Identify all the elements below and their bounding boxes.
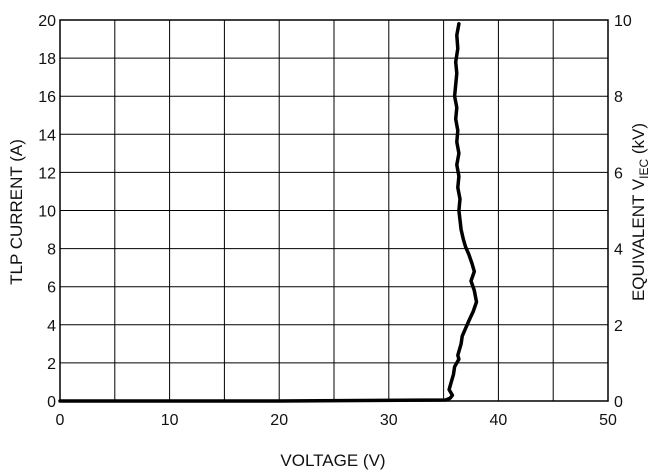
- y2-tick-label: 0: [614, 394, 623, 411]
- y2-tick-label: 4: [614, 242, 623, 259]
- y-tick-label: 6: [47, 280, 56, 297]
- y2-axis-title-subscript: IEC: [637, 159, 651, 179]
- y2-tick-label: 10: [614, 13, 632, 30]
- y-tick-label: 0: [47, 394, 56, 411]
- series-line: [58, 22, 479, 403]
- x-tick-label: 20: [270, 412, 288, 429]
- y2-tick-labels: 0 2 4 6 8 10: [614, 13, 632, 411]
- y2-axis-title-prefix: EQUIVALENT V: [629, 178, 648, 301]
- y2-axis-title: EQUIVALENT VIEC (kV): [629, 123, 651, 301]
- x-tick-label: 10: [161, 412, 179, 429]
- y2-tick-label: 6: [614, 165, 623, 182]
- y2-tick-label: 8: [614, 89, 623, 106]
- x-tick-label: 30: [380, 412, 398, 429]
- y-axis-title: TLP CURRENT (A): [7, 139, 26, 285]
- y2-tick-label: 2: [614, 318, 623, 335]
- y-tick-label: 16: [38, 89, 56, 106]
- x-tick-labels: 0 10 20 30 40 50: [56, 412, 617, 429]
- y-tick-label: 20: [38, 13, 56, 30]
- y2-axis-title-suffix: (kV): [629, 123, 648, 159]
- x-tick-label: 50: [599, 412, 617, 429]
- grid-lines: [59, 19, 609, 402]
- x-tick-label: 40: [490, 412, 508, 429]
- y-tick-label: 18: [38, 51, 56, 68]
- y-tick-label: 2: [47, 356, 56, 373]
- x-tick-label: 0: [56, 412, 65, 429]
- series-layer: [58, 22, 479, 403]
- y-tick-label: 12: [38, 165, 56, 182]
- y-tick-label: 8: [47, 242, 56, 259]
- y-tick-label: 10: [38, 204, 56, 221]
- y-tick-label: 4: [47, 318, 56, 335]
- y-tick-labels: 0 2 4 6 8 10 12 14 16 18 20: [38, 13, 56, 411]
- y-tick-label: 14: [38, 127, 56, 144]
- x-axis-title: VOLTAGE (V): [280, 451, 385, 470]
